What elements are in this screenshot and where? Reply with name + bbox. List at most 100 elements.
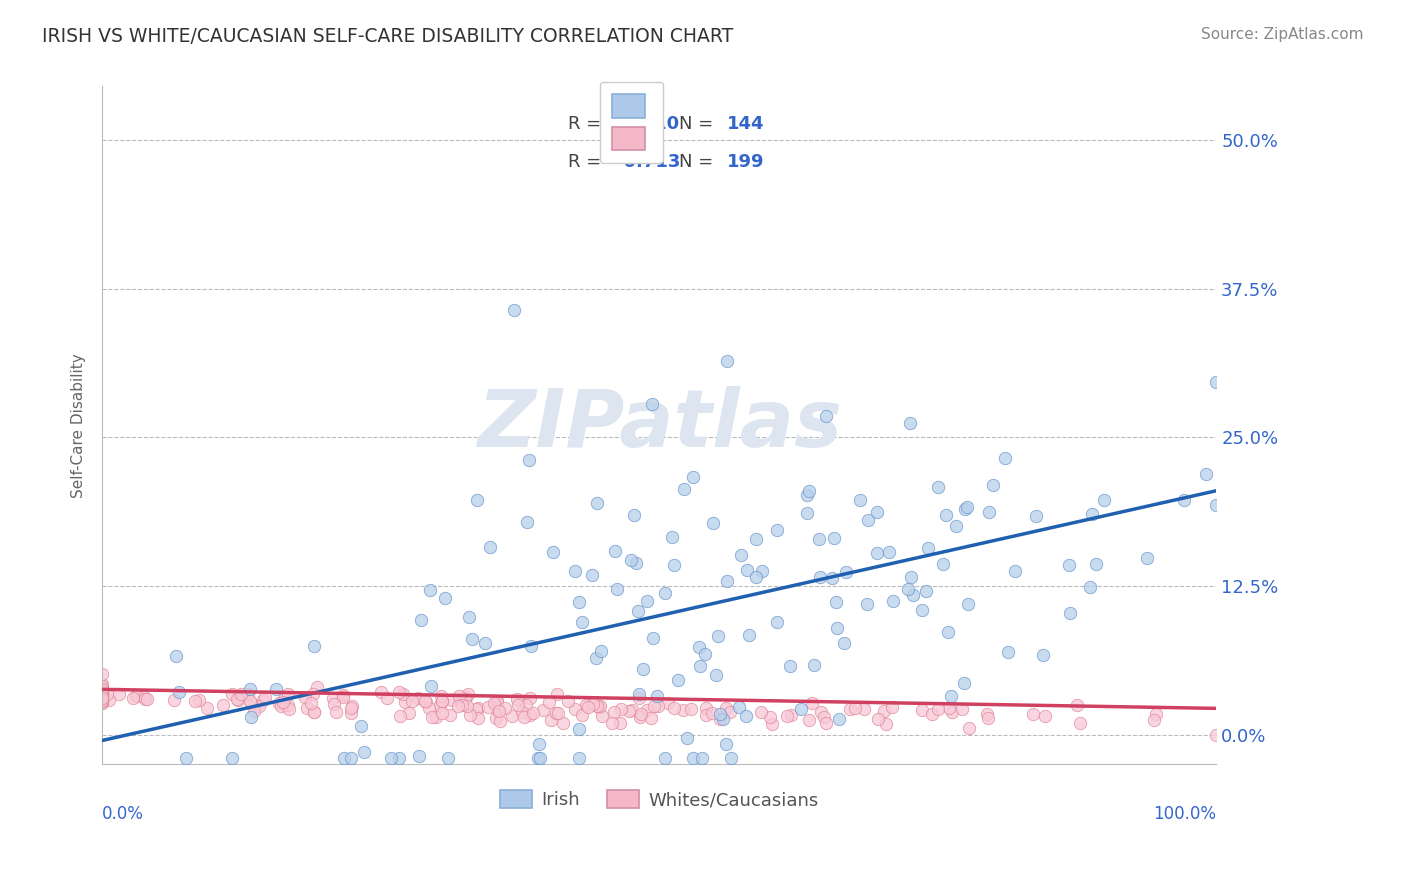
Point xyxy=(519,691,541,706)
Point xyxy=(825,621,848,635)
Point xyxy=(447,699,470,714)
Point xyxy=(136,691,159,706)
Point xyxy=(797,484,820,499)
Point xyxy=(236,688,259,702)
Point xyxy=(91,679,114,693)
Point xyxy=(981,477,1004,491)
Point xyxy=(294,690,316,704)
Point xyxy=(271,695,294,709)
Point xyxy=(586,699,609,714)
Point xyxy=(711,712,734,726)
Point xyxy=(456,690,478,705)
Point xyxy=(430,706,453,720)
Point xyxy=(543,544,565,558)
Point xyxy=(576,699,599,714)
Point xyxy=(419,680,441,694)
Point xyxy=(513,710,536,724)
Point xyxy=(702,706,724,720)
Point xyxy=(856,597,879,611)
Point xyxy=(718,705,741,719)
Point xyxy=(91,687,114,701)
Point xyxy=(1081,507,1104,521)
Point xyxy=(451,698,474,712)
Point xyxy=(858,513,880,527)
Point xyxy=(626,604,648,618)
Point xyxy=(91,683,114,698)
Point xyxy=(927,480,949,494)
Point xyxy=(690,751,713,765)
Point xyxy=(506,698,529,712)
Point xyxy=(994,450,1017,465)
Point xyxy=(865,546,887,560)
Point xyxy=(273,698,295,713)
Point xyxy=(91,685,114,699)
Point xyxy=(675,731,697,745)
Point xyxy=(1032,648,1054,662)
Point xyxy=(585,496,607,510)
Point xyxy=(645,689,668,703)
Point xyxy=(239,709,262,723)
Point xyxy=(695,707,717,722)
Point xyxy=(945,518,967,533)
Text: 0.510: 0.510 xyxy=(616,115,679,133)
Point xyxy=(91,689,114,703)
Point xyxy=(91,682,114,697)
Point xyxy=(388,685,411,699)
Point xyxy=(299,696,322,710)
Point xyxy=(780,707,803,722)
Point xyxy=(264,682,287,697)
Point xyxy=(636,703,658,717)
Point xyxy=(91,696,114,710)
Point xyxy=(108,687,131,701)
Point xyxy=(278,702,301,716)
Point xyxy=(430,694,453,708)
Point xyxy=(91,676,114,690)
Point xyxy=(91,693,114,707)
Point xyxy=(628,710,651,724)
Text: 0.0%: 0.0% xyxy=(103,805,143,823)
Point xyxy=(977,711,1000,725)
Point xyxy=(901,589,924,603)
Y-axis label: Self-Care Disability: Self-Care Disability xyxy=(72,353,86,498)
Point xyxy=(531,703,554,717)
Point xyxy=(239,694,262,708)
Point xyxy=(91,690,114,704)
Point xyxy=(529,737,551,751)
Point xyxy=(91,688,114,702)
Point xyxy=(91,666,114,681)
Point xyxy=(267,696,290,710)
Point xyxy=(877,544,900,558)
Point xyxy=(91,691,114,706)
Point xyxy=(643,698,665,713)
Point xyxy=(551,715,574,730)
Point xyxy=(927,702,949,716)
Point xyxy=(91,693,114,707)
Point xyxy=(307,680,329,694)
Point xyxy=(477,700,499,714)
Text: N =: N = xyxy=(679,115,714,133)
Point xyxy=(1143,713,1166,727)
Point xyxy=(1057,558,1080,572)
Point xyxy=(575,698,598,713)
Point xyxy=(436,751,458,765)
Text: N =: N = xyxy=(679,153,714,171)
Point xyxy=(1205,498,1227,512)
Point xyxy=(547,706,569,720)
Point xyxy=(188,693,211,707)
Point xyxy=(332,688,354,702)
Point xyxy=(432,694,454,708)
Point xyxy=(735,708,758,723)
Point xyxy=(488,705,510,719)
Point xyxy=(425,709,447,723)
Point xyxy=(494,701,516,715)
Point xyxy=(761,717,783,731)
Point xyxy=(454,692,477,706)
Point xyxy=(302,705,325,719)
Point xyxy=(620,703,643,717)
Point xyxy=(413,694,436,708)
Point xyxy=(835,566,858,580)
Point xyxy=(591,709,613,723)
Point xyxy=(815,716,838,731)
Point xyxy=(510,705,533,719)
Point xyxy=(682,469,704,483)
